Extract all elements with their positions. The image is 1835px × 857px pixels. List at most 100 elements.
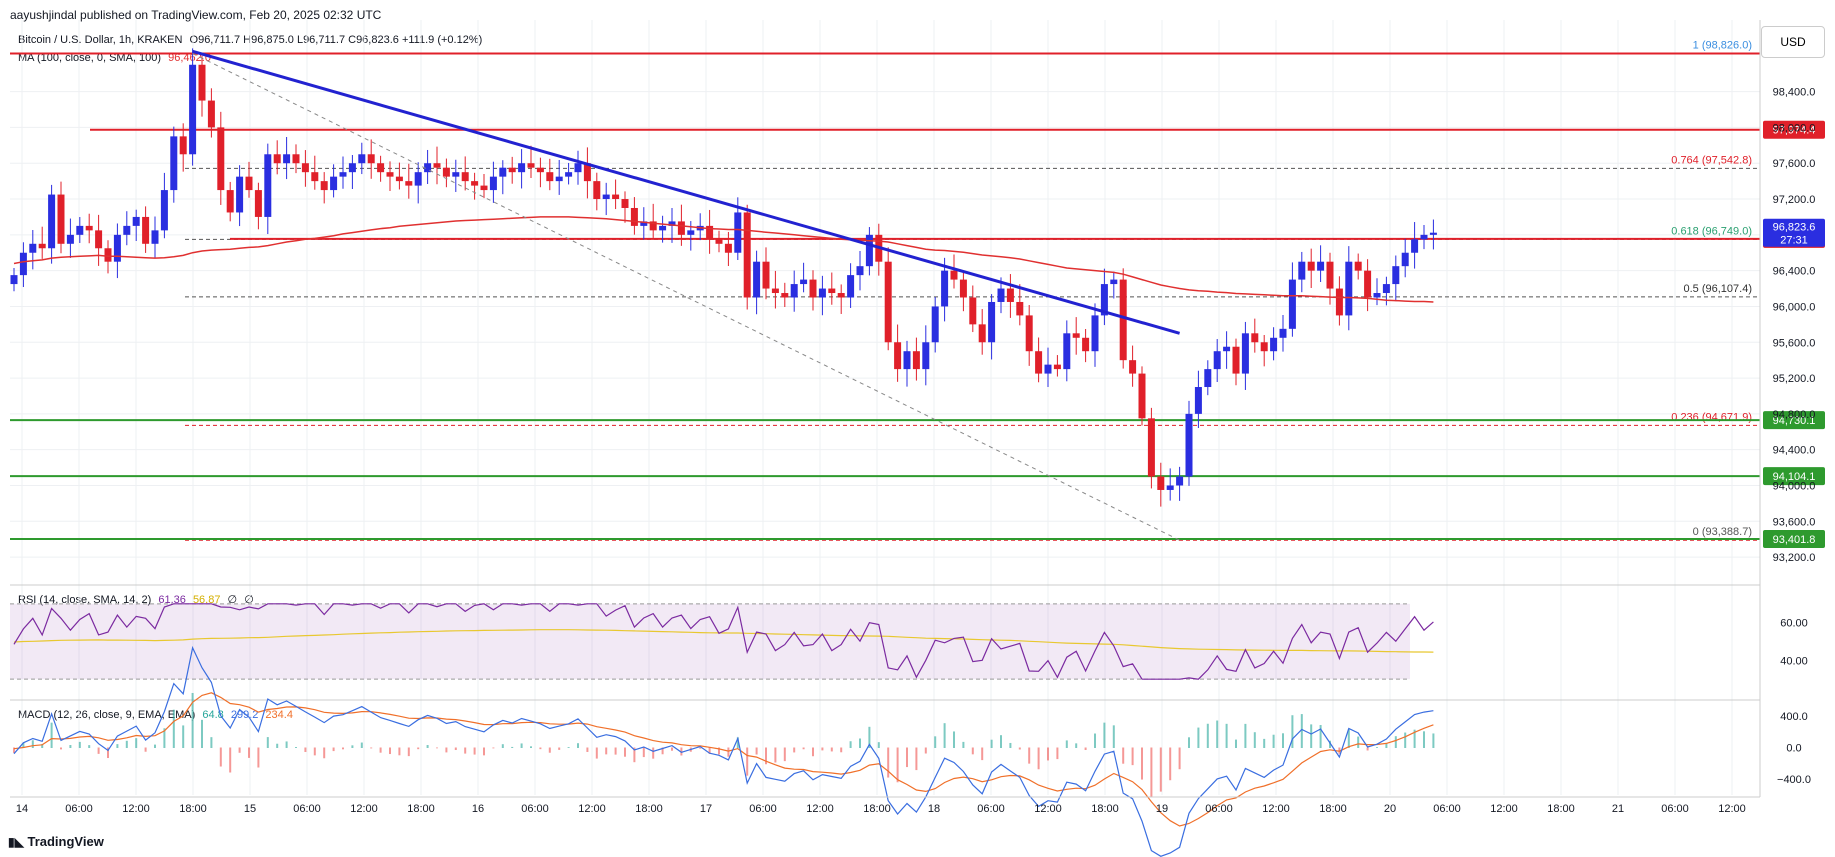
macd-hist-bar xyxy=(934,736,937,748)
macd-hist-bar xyxy=(680,747,683,756)
candle-body xyxy=(1100,284,1108,316)
macd-hist-bar xyxy=(351,745,354,748)
macd-hist-bar xyxy=(1235,739,1237,748)
candle-body xyxy=(640,221,648,226)
rsi-lower-value: ∅ xyxy=(244,594,254,606)
macd-hist-bar xyxy=(31,740,34,748)
candle-body xyxy=(499,167,507,177)
candle-body xyxy=(630,207,638,226)
candle-body xyxy=(856,266,864,276)
y-tick-label: 98,400.0 xyxy=(1773,87,1816,99)
macd-hist-bar xyxy=(163,728,166,748)
candle-body xyxy=(123,225,131,235)
candle-body xyxy=(142,216,150,244)
published-header: aayushjindal published on TradingView.co… xyxy=(10,8,382,22)
macd-hist-bar xyxy=(1272,734,1275,748)
candle-body xyxy=(781,293,789,298)
macd-hist-bar xyxy=(1018,747,1021,750)
macd-pane: −400.0 0.0 400.0 xyxy=(10,645,1811,857)
candle-body xyxy=(677,221,685,235)
candle-body xyxy=(442,167,450,177)
candle-body xyxy=(555,176,563,182)
candle-body xyxy=(1213,351,1221,370)
macd-hist-bar xyxy=(783,747,786,762)
candle-body xyxy=(865,234,873,267)
x-tick-label: 06:00 xyxy=(749,803,777,815)
macd-label: MACD (12, 26, close, 9, EMA, EMA) xyxy=(18,709,196,721)
x-tick-label: 06:00 xyxy=(1661,803,1689,815)
x-tick-label: 12:00 xyxy=(1262,803,1290,815)
macd-hist-bar xyxy=(201,719,203,748)
macd-hist-bar xyxy=(708,747,711,754)
candle-body xyxy=(602,194,610,200)
candle-body xyxy=(405,181,413,186)
macd-hist-bar xyxy=(1047,747,1049,761)
y-tick-label: 95,200.0 xyxy=(1773,373,1816,385)
candle-body xyxy=(546,172,554,182)
candle-body xyxy=(1129,360,1137,374)
macd-hist-bar xyxy=(219,747,222,767)
macd-hist-bar xyxy=(830,747,833,752)
macd-hist-bar xyxy=(577,743,579,748)
macd-hist-bar xyxy=(736,737,739,748)
macd-hist-bar xyxy=(313,747,316,756)
candle-body xyxy=(1420,234,1428,240)
rsi-ma-line xyxy=(13,629,1434,653)
ma-legend[interactable]: MA (100, close, 0, SMA, 100) 96,462.0 xyxy=(18,52,215,64)
macd-hist-bar xyxy=(793,747,796,753)
macd-hist-bar xyxy=(1376,747,1378,748)
macd-hist-bar xyxy=(1432,733,1435,748)
macd-hist-bar xyxy=(1404,732,1407,748)
macd-hist-bar xyxy=(1188,737,1190,748)
candle-body xyxy=(734,212,742,253)
tv-logo-icon: ▮◣ xyxy=(8,835,24,849)
candle-body xyxy=(706,225,714,240)
candle-body xyxy=(292,154,300,164)
candle-body xyxy=(1307,261,1315,271)
candle-body xyxy=(978,324,986,343)
symbol-name[interactable]: Bitcoin / U.S. Dollar, 1h, KRAKEN xyxy=(18,34,183,46)
macd-hist-bar xyxy=(859,738,861,748)
macd-hist-bar xyxy=(1423,731,1425,748)
x-tick-label: 16 xyxy=(472,803,484,815)
rsi-legend[interactable]: RSI (14, close, SMA, 14, 2) 61.36 56.87 … xyxy=(18,593,258,606)
y-tick-label: 93,600.0 xyxy=(1773,516,1816,528)
currency-button[interactable]: USD xyxy=(1761,26,1825,58)
x-tick-label: 12:00 xyxy=(806,803,834,815)
candle-body xyxy=(649,221,657,231)
macd-hist-bar xyxy=(426,745,429,748)
macd-hist-bar xyxy=(802,747,805,750)
macd-hist-bar xyxy=(661,747,664,755)
macd-hist-bar xyxy=(248,747,250,758)
ma-label: MA (100, close, 0, SMA, 100) xyxy=(18,52,162,64)
macd-hist-bar xyxy=(567,747,570,748)
candle-body xyxy=(593,181,601,200)
macd-hist-bar xyxy=(417,747,420,750)
candle-body xyxy=(1401,252,1409,267)
macd-signal-value: 234.4 xyxy=(265,709,293,721)
current-price-label: 96,823.6 xyxy=(1773,222,1816,234)
macd-hist-bar xyxy=(652,747,655,759)
macd-hist-bar xyxy=(266,737,269,748)
candle-body xyxy=(1260,342,1268,352)
candle-body xyxy=(245,176,253,191)
macd-hist-bar xyxy=(144,747,147,752)
candle-body xyxy=(480,185,488,191)
macd-hist-bar xyxy=(821,747,824,751)
candle-body xyxy=(10,275,18,285)
candle-body xyxy=(189,64,197,155)
candle-body xyxy=(179,136,187,155)
candle-body xyxy=(320,181,328,191)
candle-body xyxy=(903,351,911,370)
y-tick-label: 96,000.0 xyxy=(1773,301,1816,313)
candle-body xyxy=(1091,315,1099,352)
candle-body xyxy=(583,163,591,182)
x-tick-label: 18:00 xyxy=(635,803,663,815)
x-tick-label: 06:00 xyxy=(1433,803,1461,815)
macd-legend[interactable]: MACD (12, 26, close, 9, EMA, EMA) 64.8 2… xyxy=(18,709,297,721)
x-tick-label: 20 xyxy=(1384,803,1396,815)
candle-body xyxy=(1110,279,1118,285)
macd-hist-bar xyxy=(360,742,363,748)
tradingview-logo[interactable]: ▮◣ TradingView xyxy=(8,834,104,849)
